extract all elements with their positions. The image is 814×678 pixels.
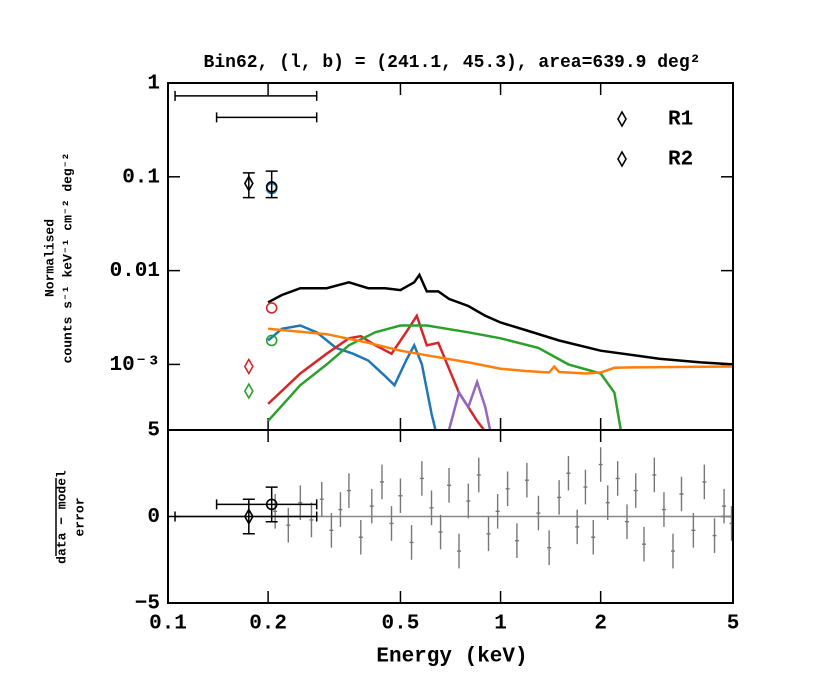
range-bar (174, 90, 318, 101)
residual-bar (438, 514, 443, 550)
chart-title: Bin62, (l, b) = (241.1, 45.3), area=639.… (204, 53, 701, 73)
y-tick-label: 1 (147, 73, 160, 96)
residual-bar (486, 516, 491, 552)
model-line (267, 272, 733, 366)
residual-bar (591, 519, 596, 555)
point (265, 334, 278, 347)
point (617, 150, 627, 168)
frame (167, 429, 734, 604)
y-tick-label: −5 (135, 593, 160, 616)
residual-bar (557, 480, 562, 515)
residual-bar (329, 513, 334, 548)
x-tick-label: 0.2 (249, 613, 287, 636)
legend-label: R1 (668, 109, 693, 132)
x-tick-label: 5 (727, 613, 740, 636)
x-axis-label: Energy (keV) (376, 646, 527, 669)
residual-bar (338, 492, 343, 527)
y-axis-label: Normalised (42, 219, 57, 297)
y-tick-label: 0.1 (122, 166, 160, 189)
residual-bar (298, 485, 303, 520)
point (243, 507, 254, 526)
residual-bar (346, 473, 351, 508)
residual-bar (566, 455, 571, 491)
residual-bar (398, 478, 403, 514)
residual-bar (624, 504, 629, 539)
model-line (267, 327, 733, 375)
error-bar (174, 498, 318, 535)
residual-bar (505, 471, 510, 507)
residual-bar (495, 494, 500, 529)
residual-bar (691, 513, 696, 548)
residual-bar (702, 464, 707, 500)
residual-bar (661, 492, 666, 527)
legend-label: R2 (668, 149, 693, 172)
residual-bar (466, 483, 471, 519)
y-axis-label: data − model (54, 470, 69, 564)
y-tick-label: 5 (147, 420, 160, 443)
plot-area: 1 0.1 0.01 10⁻³ R1 R2 0.1 0.2 0.5 1 2 5 −5 0 5 (110, 73, 740, 636)
residual-bar (633, 473, 638, 508)
residual-bar (514, 523, 519, 559)
model-line (267, 312, 486, 430)
residual-bar (447, 468, 452, 503)
clip-group (267, 272, 733, 430)
y-tick-label: 10⁻³ (110, 354, 160, 377)
x-tick-label: 1 (494, 613, 507, 636)
residual-bar (319, 481, 324, 517)
residual-bar (286, 507, 291, 543)
residual-bar (524, 462, 529, 498)
x-tick-label: 2 (594, 613, 607, 636)
residual-bar (419, 461, 424, 496)
y-tick-label: 0 (147, 506, 160, 529)
residual-bar (369, 488, 374, 524)
point (265, 498, 278, 511)
point (243, 382, 254, 400)
model-line (267, 324, 437, 430)
residual-bar (575, 509, 580, 545)
residual-bar (642, 526, 647, 562)
residual-bar (476, 457, 481, 493)
y-axis-label: error (72, 497, 87, 536)
point (243, 174, 254, 193)
residual-bar (409, 525, 414, 560)
range-bar (215, 112, 318, 123)
residual-bar (670, 533, 675, 569)
residual-bar (309, 502, 314, 538)
residual-bar (583, 469, 588, 505)
error-bar (265, 170, 278, 199)
y-axis-label: counts s⁻¹ keV⁻¹ cm⁻² deg⁻² (60, 153, 75, 364)
residual-bar (429, 490, 434, 526)
residual-bar (358, 519, 363, 555)
point (243, 357, 254, 376)
residual-bar (712, 518, 717, 553)
residual-bar (457, 533, 462, 569)
point (617, 110, 627, 128)
residual-bar (615, 461, 620, 496)
model-line (447, 378, 492, 430)
residual-bar (536, 495, 541, 531)
point (265, 181, 278, 193)
y-tick-label: 0.01 (110, 260, 160, 283)
residual-bar (679, 476, 684, 512)
x-tick-label: 0.1 (149, 613, 187, 636)
residual-bar (652, 457, 657, 493)
residual-bar (605, 485, 610, 520)
residual-bar (389, 506, 394, 541)
point (265, 302, 278, 314)
residual-bar (547, 530, 552, 565)
x-tick-label: 0.5 (382, 613, 420, 636)
residual-bar (722, 488, 727, 524)
residual-bar (379, 464, 384, 500)
residual-bar (598, 447, 603, 482)
